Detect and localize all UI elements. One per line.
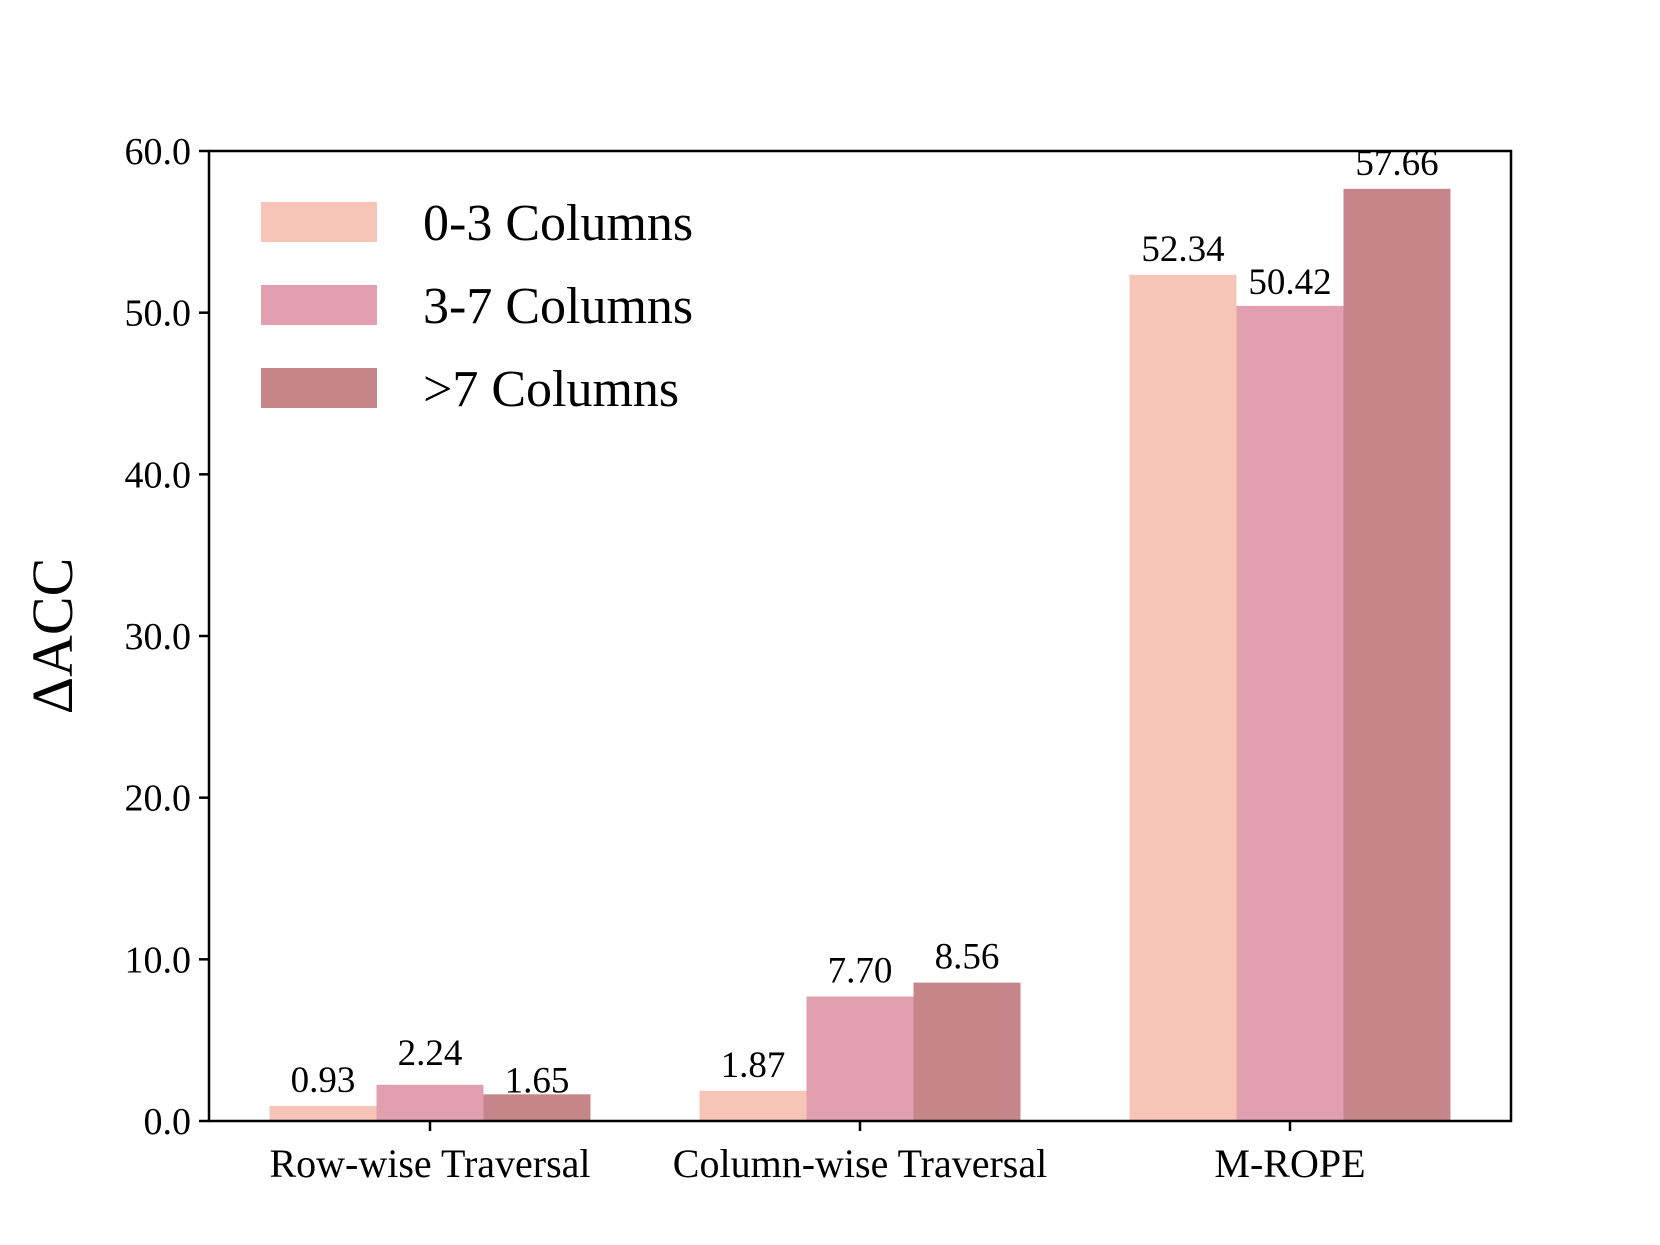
y-tick-label: 0.0 [144, 1101, 192, 1143]
legend-label: 0-3 Columns [423, 195, 693, 252]
bar-value-label: 0.93 [291, 1060, 356, 1101]
y-axis: 0.0 10.0 20.0 30.0 40.0 50.0 60.0 [125, 131, 209, 1143]
x-category-label: Row-wise Traversal [269, 1141, 590, 1186]
y-tick-label: 10.0 [125, 939, 192, 981]
legend-swatch [261, 368, 377, 408]
x-category-label: M-ROPE [1214, 1141, 1365, 1186]
bar-1-1 [269, 1105, 377, 1121]
x-axis: Row-wise Traversal Column-wise Traversal M… [269, 1121, 1366, 1186]
bar-value-label: 8.56 [935, 937, 1000, 978]
y-axis-title: ΔACC [20, 558, 85, 715]
bars-layer [269, 188, 1451, 1121]
x-category-label: Column-wise Traversal [673, 1141, 1047, 1186]
bar-2-2 [806, 996, 914, 1121]
bar-value-label: 57.66 [1355, 143, 1438, 184]
bar-2-1 [376, 1084, 484, 1121]
bar-3-1 [483, 1094, 591, 1121]
y-tick-label: 60.0 [125, 131, 192, 173]
bar-value-label: 52.34 [1141, 229, 1224, 270]
y-tick-label: 20.0 [125, 778, 192, 820]
y-tick-label: 40.0 [125, 454, 192, 496]
bar-3-2 [913, 982, 1021, 1121]
bar-1-2 [699, 1090, 807, 1121]
data-labels-layer: 0.93 2.24 1.65 1.87 7.70 8.56 52.34 50.42 57.66 [291, 143, 1439, 1101]
bar-value-label: 50.42 [1248, 262, 1331, 303]
bar-value-label: 1.65 [505, 1060, 570, 1101]
bar-1-3 [1129, 274, 1237, 1121]
bar-value-label: 1.87 [721, 1045, 786, 1086]
bar-3-3 [1343, 188, 1451, 1121]
legend-label: 3-7 Columns [423, 278, 693, 335]
y-tick-label: 50.0 [125, 293, 192, 335]
legend-label: >7 Columns [423, 361, 679, 418]
bar-value-label: 7.70 [828, 951, 893, 992]
legend: 0-3 Columns 3-7 Columns >7 Columns [261, 195, 693, 418]
bar-2-3 [1236, 305, 1344, 1121]
legend-swatch [261, 202, 377, 242]
bar-value-label: 2.24 [398, 1033, 463, 1074]
y-tick-label: 30.0 [125, 616, 192, 658]
legend-swatch [261, 285, 377, 325]
